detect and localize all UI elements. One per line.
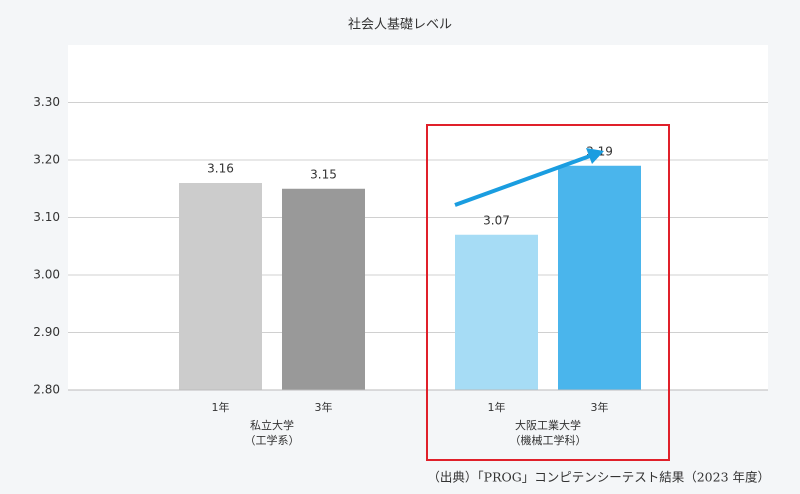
- bar: [455, 234, 538, 390]
- bar: [558, 165, 641, 390]
- bar: [282, 188, 365, 390]
- chart-title: 社会人基礎レベル: [348, 17, 452, 33]
- value-label: 3.16: [207, 162, 234, 176]
- y-tick-label: 3.10: [33, 210, 60, 224]
- x-tick-label: 3年: [315, 400, 333, 414]
- highlight-box: [426, 124, 670, 461]
- y-tick-label: 2.90: [33, 325, 60, 339]
- group-label: （機械工学科）: [510, 433, 587, 447]
- trend-arrowhead: [586, 148, 604, 164]
- x-tick-label: 1年: [488, 400, 506, 414]
- source-note: （出典）「PROG」コンピテンシーテスト結果（2023 年度）: [427, 470, 770, 485]
- value-label: 3.07: [483, 213, 510, 227]
- x-tick-label: 1年: [212, 400, 230, 414]
- value-label: 3.15: [310, 167, 337, 181]
- y-tick-label: 3.30: [33, 95, 60, 109]
- y-tick-label: 3.00: [33, 268, 60, 282]
- group-label: （工学系）: [245, 433, 300, 447]
- group-label: 大阪工業大学: [515, 418, 581, 432]
- y-tick-label: 3.20: [33, 153, 60, 167]
- trend-arrow: [454, 154, 591, 207]
- bar: [179, 183, 262, 390]
- group-label: 私立大学: [250, 418, 294, 432]
- x-tick-label: 3年: [591, 400, 609, 414]
- y-tick-label: 2.80: [33, 383, 60, 397]
